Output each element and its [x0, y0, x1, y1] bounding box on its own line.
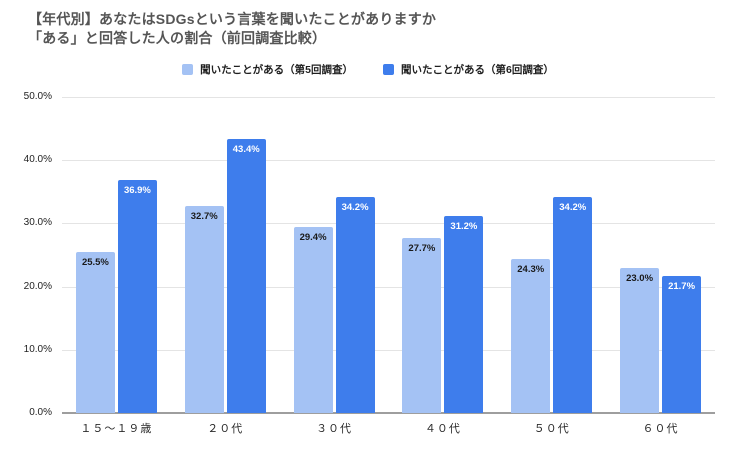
- bar-value-label: 23.0%: [626, 272, 654, 284]
- bar-survey5: 29.4%: [293, 227, 333, 413]
- bar-group: 25.5% 36.9%: [62, 97, 171, 413]
- x-axis-label: ５０代: [533, 423, 570, 435]
- bar-survey6: 34.2%: [553, 196, 593, 413]
- bar-survey5: 32.7%: [184, 206, 224, 413]
- legend-swatch-icon: [383, 64, 394, 75]
- bar-value-label: 34.2%: [559, 201, 587, 213]
- bar-value-label: 32.7%: [190, 211, 218, 223]
- bar-survey5: 24.3%: [511, 259, 551, 413]
- bar-survey6: 21.7%: [662, 275, 702, 413]
- bar-value-label: 31.2%: [450, 220, 478, 232]
- chart-title-line2: 「ある」と回答した人の割合（前回調査比較）: [28, 30, 327, 46]
- legend: 聞いたことがある（第5回調査） 聞いたことがある（第6回調査）: [0, 62, 736, 77]
- bar-group: 27.7% 31.2%: [388, 97, 497, 413]
- bar-value-label: 36.9%: [123, 184, 151, 196]
- bar-value-label: 43.4%: [232, 143, 260, 155]
- gridline: [62, 286, 715, 288]
- gridline: [62, 223, 715, 225]
- bar-group: 29.4% 34.2%: [280, 97, 389, 413]
- y-axis-label: 30.0%: [23, 217, 52, 229]
- y-axis-label: 0.0%: [29, 407, 52, 418]
- chart-title: 【年代別】あなたはSDGsという言葉を聞いたことがありますか 「ある」と回答した…: [28, 10, 436, 48]
- x-axis-label: ６０代: [642, 423, 679, 435]
- y-axis-label: 50.0%: [23, 91, 52, 102]
- bar-value-label: 21.7%: [668, 280, 696, 292]
- y-axis-label: 20.0%: [23, 280, 52, 292]
- x-axis-baseline: [62, 412, 715, 414]
- legend-item-survey6: 聞いたことがある（第6回調査）: [383, 62, 554, 77]
- gridline: [62, 97, 715, 98]
- gridline: [62, 349, 715, 351]
- x-axis-label: ２０代: [207, 423, 244, 435]
- bar-survey6: 36.9%: [117, 179, 157, 413]
- y-axis-label: 40.0%: [23, 154, 52, 166]
- x-axis-label: ４０代: [424, 423, 461, 435]
- x-axis-label: ３０代: [316, 423, 353, 435]
- bar-survey6: 34.2%: [335, 196, 375, 413]
- bar-survey6: 43.4%: [226, 138, 266, 413]
- bar-survey5: 25.5%: [75, 251, 115, 413]
- x-axis-label: １５～１９歳: [80, 423, 153, 435]
- bar-group: 32.7% 43.4%: [171, 97, 280, 413]
- legend-label: 聞いたことがある（第6回調査）: [401, 64, 554, 76]
- bar-groups: 25.5% 36.9% 32.7% 43.4% 29.4% 34.2% 27.7% 31.2%…: [62, 97, 715, 413]
- gridline: [62, 160, 715, 162]
- bar-survey5: 27.7%: [402, 237, 442, 413]
- bar-value-label: 34.2%: [341, 201, 369, 213]
- bar-group: 24.3% 34.2%: [497, 97, 606, 413]
- legend-item-survey5: 聞いたことがある（第5回調査）: [182, 62, 353, 77]
- bar-survey5: 23.0%: [620, 267, 660, 413]
- bar-value-label: 25.5%: [81, 256, 109, 268]
- y-axis-label: 10.0%: [23, 343, 52, 355]
- legend-label: 聞いたことがある（第5回調査）: [200, 64, 353, 76]
- x-axis-labels: １５～１９歳 ２０代 ３０代 ４０代 ５０代 ６０代: [62, 420, 715, 436]
- plot-area: 0.0% 10.0% 20.0% 30.0% 40.0% 50.0% 25.5% 36.9%…: [24, 91, 715, 418]
- bar-value-label: 24.3%: [517, 264, 545, 276]
- bar-value-label: 27.7%: [408, 242, 436, 254]
- bar-survey6: 31.2%: [444, 215, 484, 413]
- bar-value-label: 29.4%: [299, 232, 327, 244]
- chart-title-line1: 【年代別】あなたはSDGsという言葉を聞いたことがありますか: [28, 11, 437, 27]
- bar-group: 23.0% 21.7%: [606, 97, 715, 413]
- legend-swatch-icon: [182, 64, 194, 75]
